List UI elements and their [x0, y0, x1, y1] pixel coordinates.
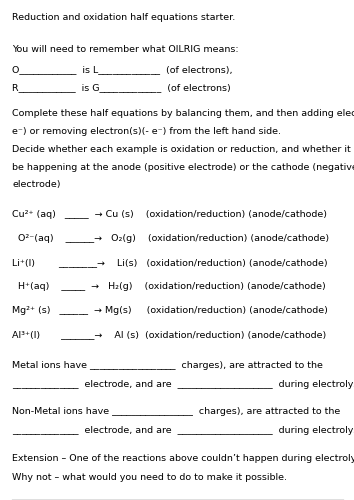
Text: Why not – what would you need to do to make it possible.: Why not – what would you need to do to m…	[12, 473, 287, 482]
Text: Complete these half equations by balancing them, and then adding electron(s) (+: Complete these half equations by balanci…	[12, 109, 354, 118]
Text: H⁺(aq)    _____  →   H₂(g)    (oxidation/reduction) (anode/cathode): H⁺(aq) _____ → H₂(g) (oxidation/reductio…	[12, 282, 326, 291]
Text: R____________  is G_____________  (of electrons): R____________ is G_____________ (of elec…	[12, 84, 231, 92]
Text: ______________  electrode, and are  ____________________  during electrolysis.: ______________ electrode, and are ______…	[12, 426, 354, 434]
Text: Decide whether each example is oxidation or reduction, and whether it would: Decide whether each example is oxidation…	[12, 145, 354, 154]
Text: O²⁻(aq)    ______→   O₂(g)    (oxidation/reduction) (anode/cathode): O²⁻(aq) ______→ O₂(g) (oxidation/reducti…	[12, 234, 330, 243]
Text: Reduction and oxidation half equations starter.: Reduction and oxidation half equations s…	[12, 13, 236, 22]
Text: Metal ions have __________________  charges), are attracted to the: Metal ions have __________________ charg…	[12, 361, 323, 370]
Text: Non-Metal ions have _________________  charges), are attracted to the: Non-Metal ions have _________________ ch…	[12, 407, 341, 416]
Text: e⁻) or removing electron(s)(- e⁻) from the left hand side.: e⁻) or removing electron(s)(- e⁻) from t…	[12, 127, 281, 136]
Text: Al³⁺(l)       _______→    Al (s)  (oxidation/reduction) (anode/cathode): Al³⁺(l) _______→ Al (s) (oxidation/reduc…	[12, 330, 327, 339]
Text: You will need to remember what OILRIG means:: You will need to remember what OILRIG me…	[12, 46, 239, 54]
Text: Cu²⁺ (aq)   _____  → Cu (s)    (oxidation/reduction) (anode/cathode): Cu²⁺ (aq) _____ → Cu (s) (oxidation/redu…	[12, 210, 327, 219]
Text: electrode): electrode)	[12, 180, 61, 190]
Text: Mg²⁺ (s)   ______  → Mg(s)     (oxidation/reduction) (anode/cathode): Mg²⁺ (s) ______ → Mg(s) (oxidation/reduc…	[12, 306, 328, 315]
Text: ______________  electrode, and are  ____________________  during electrolysis.: ______________ electrode, and are ______…	[12, 380, 354, 388]
Text: Li⁺(l)        ________→    Li(s)   (oxidation/reduction) (anode/cathode): Li⁺(l) ________→ Li(s) (oxidation/reduct…	[12, 258, 328, 267]
Text: O____________  is L_____________  (of electrons),: O____________ is L_____________ (of elec…	[12, 65, 233, 74]
Text: Extension – One of the reactions above couldn’t happen during electrolysis –: Extension – One of the reactions above c…	[12, 454, 354, 464]
Text: be happening at the anode (positive electrode) or the cathode (negative: be happening at the anode (positive elec…	[12, 162, 354, 172]
